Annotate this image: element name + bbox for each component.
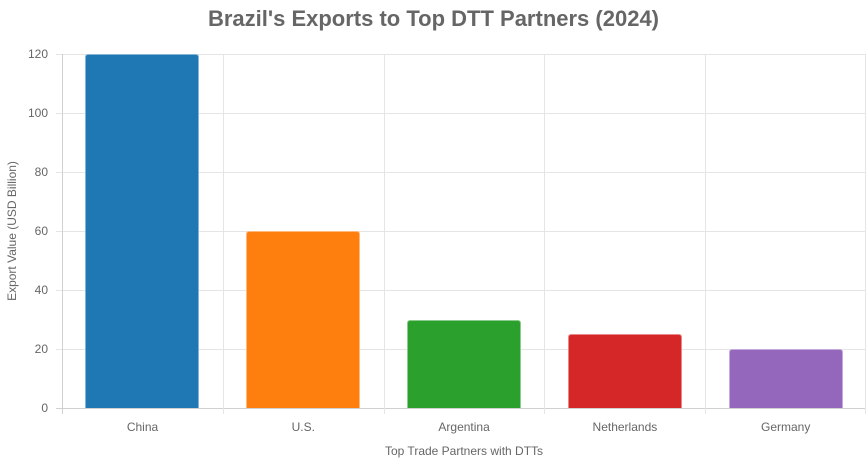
bar-argentina[interactable] (406, 319, 522, 408)
x-gridline (865, 54, 866, 414)
x-tick-label: Netherlands (592, 420, 658, 434)
y-tick-label: 40 (34, 283, 48, 297)
bar-germany[interactable] (728, 349, 843, 408)
x-tick-label: China (126, 420, 159, 434)
x-gridline (544, 54, 546, 414)
bar-china[interactable] (85, 54, 200, 408)
x-gridline (222, 54, 224, 414)
y-gridline (56, 408, 866, 409)
plot-area: 0 20 40 60 80 100 120 (28, 47, 866, 415)
y-tick-label: 20 (34, 342, 48, 356)
x-tick-label: Argentina (438, 420, 490, 434)
x-tick-label: U.S. (291, 420, 315, 434)
y-gridline (56, 231, 866, 232)
x-tick-label: Germany (761, 420, 811, 434)
chart-title: Brazil's Exports to Top DTT Partners (20… (207, 6, 660, 31)
y-tick-label: 120 (27, 47, 48, 61)
y-tick-label: 60 (34, 224, 48, 238)
x-gridline (383, 54, 385, 414)
y-tick-label: 100 (27, 106, 48, 120)
y-tick-label: 80 (34, 165, 48, 179)
y-gridline (56, 172, 866, 173)
y-tick-label: 0 (41, 401, 48, 415)
bar-netherlands[interactable] (567, 334, 682, 408)
x-axis-label: Top Trade Partners with DTTs (384, 444, 544, 458)
y-gridline (56, 290, 866, 291)
y-gridline (56, 113, 866, 114)
x-gridline (62, 54, 63, 414)
bar-u-s[interactable] (246, 231, 361, 408)
x-gridline (705, 54, 707, 414)
y-gridline (56, 54, 866, 55)
